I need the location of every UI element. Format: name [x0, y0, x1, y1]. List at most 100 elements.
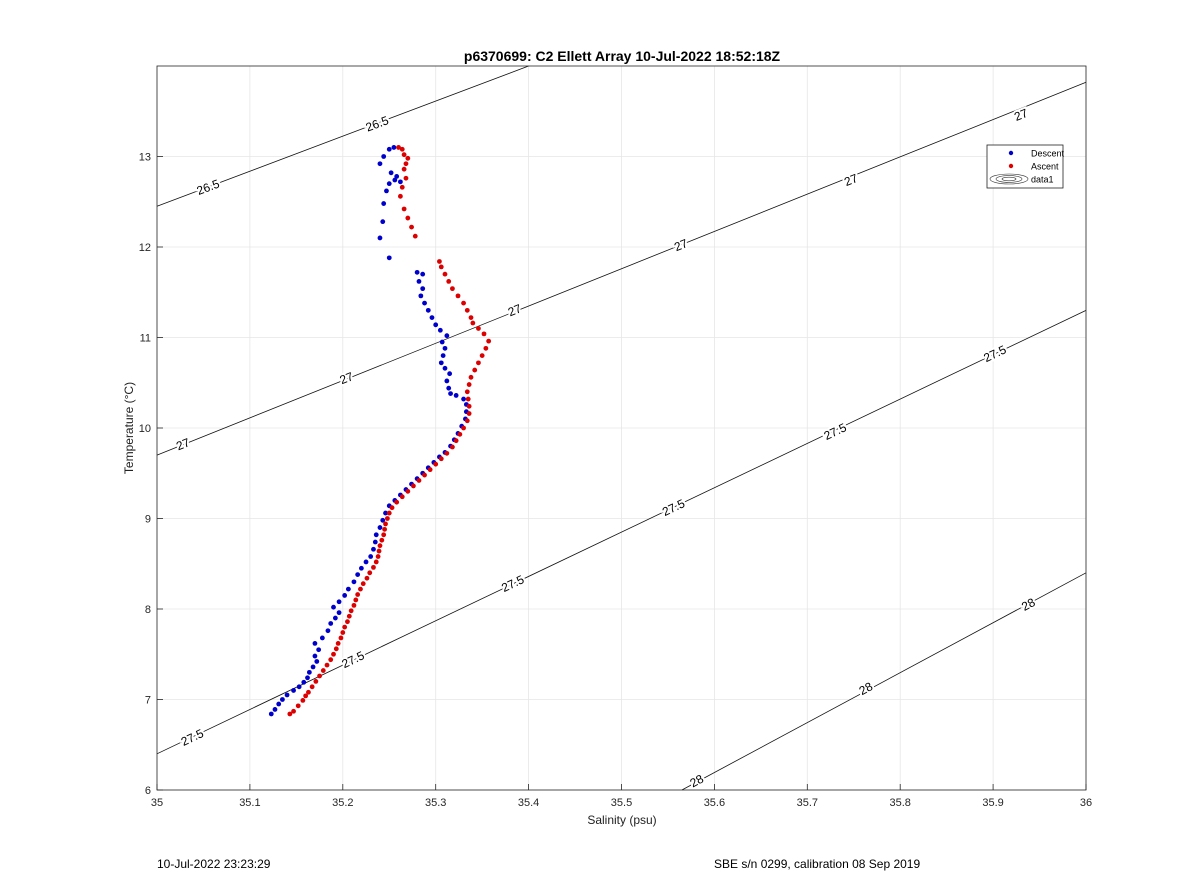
descent-point — [391, 145, 397, 150]
descent-point — [328, 621, 334, 626]
descent-point — [358, 565, 364, 571]
ascent-point — [472, 367, 478, 373]
descent-point — [336, 610, 342, 616]
ascent-point — [409, 224, 414, 230]
ascent-point — [382, 526, 387, 532]
ascent-point — [450, 286, 455, 292]
ascent-point — [381, 532, 387, 538]
ascent-point — [401, 206, 407, 212]
descent-point — [331, 604, 336, 610]
ascent-point — [437, 259, 442, 264]
ascent-point — [399, 146, 405, 152]
descent-point — [416, 278, 422, 284]
descent-point — [268, 711, 274, 717]
ascent-point — [373, 559, 379, 565]
ascent-point — [444, 450, 450, 456]
x-tick-label: 35.4 — [518, 797, 539, 809]
descent-point — [381, 201, 387, 206]
footer-timestamp: 10-Jul-2022 23:23:29 — [157, 857, 271, 871]
contour-label: 27 — [506, 301, 524, 319]
descent-point — [363, 559, 369, 565]
descent-point — [420, 271, 426, 277]
ascent-point — [287, 711, 293, 717]
ascent-point — [412, 233, 418, 239]
descent-point — [291, 688, 296, 693]
ascent-point — [324, 662, 330, 668]
contour-label: 27.5 — [179, 726, 206, 749]
descent-point — [383, 510, 388, 516]
descent-point — [380, 517, 386, 523]
ascent-point — [411, 483, 416, 489]
descent-point — [420, 286, 426, 292]
descent-point — [453, 393, 459, 398]
ascent-point — [466, 382, 472, 387]
ascent-point — [346, 613, 352, 619]
ascent-point — [457, 431, 463, 437]
ascent-point — [389, 505, 395, 511]
descent-point — [446, 385, 452, 391]
contour-label: 26.5 — [195, 176, 222, 197]
ascent-point — [468, 374, 474, 380]
descent-point — [437, 327, 443, 333]
descent-point — [272, 707, 278, 712]
descent-point — [377, 161, 383, 167]
ascent-point — [303, 693, 309, 699]
x-tick-label: 35.5 — [611, 797, 632, 809]
chart-title: p6370699: C2 Ellett Array 10-Jul-2022 18… — [464, 48, 781, 64]
descent-point — [381, 154, 387, 159]
footer-calibration: SBE s/n 0299, calibration 08 Sep 2019 — [714, 857, 921, 871]
ascent-point — [360, 581, 366, 587]
ascent-point — [295, 703, 301, 709]
ascent-point — [379, 537, 385, 543]
descent-point — [433, 322, 439, 328]
ascent-point — [427, 467, 433, 473]
descent-point — [442, 365, 448, 371]
legend-ascent-label: Ascent — [1031, 162, 1059, 172]
descent-point — [377, 235, 383, 241]
descent-point — [373, 532, 379, 538]
descent-point — [380, 219, 386, 225]
y-tick-label: 12 — [139, 242, 151, 254]
ascent-point — [486, 338, 492, 344]
descent-point — [386, 255, 392, 261]
ascent-point — [438, 456, 444, 462]
ascent-point — [403, 175, 409, 181]
series-ascent — [287, 145, 492, 717]
ascent-point — [422, 472, 427, 478]
ascent-point — [377, 543, 383, 549]
ascent-point — [470, 320, 476, 326]
descent-point — [306, 669, 312, 675]
ascent-point — [335, 640, 341, 646]
ascent-point — [466, 411, 472, 416]
contour-label: 27.5 — [660, 496, 687, 519]
ascent-point — [442, 271, 448, 277]
descent-point — [301, 679, 307, 685]
ascent-point — [405, 215, 411, 221]
x-tick-label: 35.6 — [704, 797, 725, 809]
contour-label: 27.5 — [339, 648, 366, 671]
ascent-point — [358, 586, 363, 592]
legend-descent-marker — [1008, 150, 1014, 156]
descent-point — [355, 572, 361, 578]
descent-point — [444, 378, 450, 384]
descent-point — [342, 593, 348, 598]
descent-point — [394, 174, 400, 179]
grid — [156, 66, 1087, 791]
descent-point — [398, 179, 403, 185]
descent-point — [418, 293, 424, 299]
descent-point — [312, 640, 318, 646]
descent-point — [377, 525, 383, 530]
ascent-point — [446, 278, 452, 284]
ascent-point — [351, 602, 357, 608]
descent-point — [276, 701, 282, 707]
ascent-point — [396, 145, 401, 150]
contour-label: 27.5 — [499, 572, 526, 595]
contour-label: 28 — [688, 771, 707, 790]
descent-point — [386, 146, 392, 152]
ascent-point — [468, 315, 474, 320]
ascent-point — [464, 389, 470, 395]
descent-point — [319, 635, 325, 641]
legend-descent-label: Descent — [1031, 149, 1065, 159]
ascent-point — [401, 166, 407, 172]
